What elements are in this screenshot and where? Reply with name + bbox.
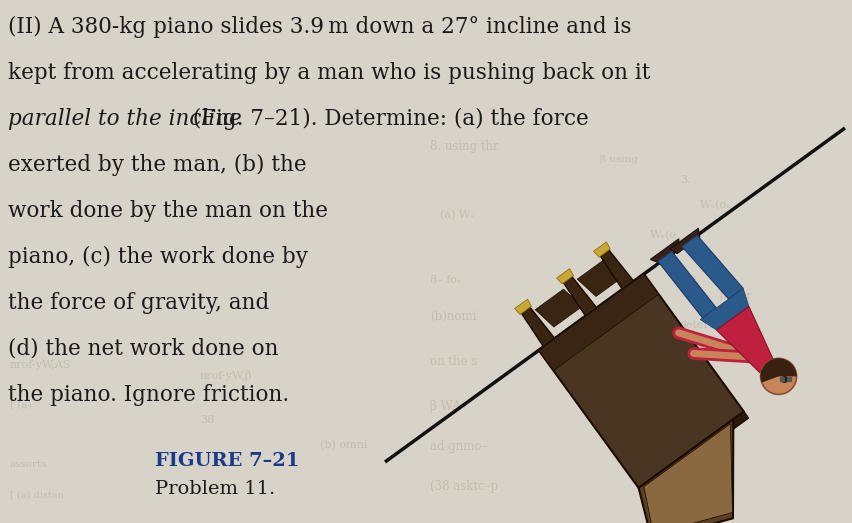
Wedge shape (761, 358, 797, 377)
Text: the piano. Ignore friction.: the piano. Ignore friction. (8, 384, 289, 406)
Text: [ (a) distan: [ (a) distan (10, 490, 64, 499)
Text: on the s: on the s (430, 355, 477, 368)
Text: 3.: 3. (680, 175, 691, 185)
Text: (a) Wₓ: (a) Wₓ (440, 210, 475, 220)
Text: 8– foₓ: 8– foₓ (430, 275, 462, 285)
Text: (II) A 380-kg piano slides 3.9 m down a 27° incline and is: (II) A 380-kg piano slides 3.9 m down a … (8, 16, 631, 38)
Text: work done by the man on the: work done by the man on the (8, 200, 328, 222)
Text: –v–: –v– (640, 455, 658, 465)
Polygon shape (700, 288, 749, 330)
Text: nrof-yW,β: nrof-yW,β (200, 370, 252, 381)
Text: β using: β using (600, 155, 638, 164)
Polygon shape (594, 242, 610, 257)
Polygon shape (519, 303, 555, 347)
Text: Wₓ(o: Wₓ(o (650, 230, 677, 240)
Text: (d) the net work done on: (d) the net work done on (8, 338, 279, 360)
Text: deterr: deterr (680, 320, 715, 330)
Text: β WA–: β WA– (430, 400, 467, 413)
Text: vortor: vortor (620, 400, 654, 410)
Polygon shape (682, 235, 743, 299)
Text: Wₓ(oₓ: Wₓ(oₓ (700, 200, 732, 210)
Polygon shape (556, 269, 573, 284)
Text: the force of gravity, and: the force of gravity, and (8, 292, 269, 314)
Polygon shape (650, 239, 679, 263)
Text: exerted by the man, (b) the: exerted by the man, (b) the (8, 154, 307, 176)
Text: [ (a): [ (a) (10, 400, 32, 409)
Text: (Fig. 7–21). Determine: (a) the force: (Fig. 7–21). Determine: (a) the force (186, 108, 589, 130)
Text: 38: 38 (200, 415, 214, 425)
Text: nrof-yW,AS: nrof-yW,AS (10, 360, 72, 370)
Text: (b)nomi: (b)nomi (430, 310, 476, 323)
Text: the a: the a (600, 355, 629, 365)
Polygon shape (538, 274, 659, 371)
Text: kept from accelerating by a man who is pushing back on it: kept from accelerating by a man who is p… (8, 62, 650, 84)
Text: 8. using thr: 8. using thr (430, 140, 498, 153)
Text: (II): (II) (680, 275, 696, 284)
Polygon shape (717, 306, 774, 373)
Polygon shape (639, 419, 734, 523)
Text: Problem 11.: Problem 11. (155, 480, 275, 498)
Text: (38 asktc–p: (38 asktc–p (430, 480, 498, 493)
Text: asserts: asserts (10, 460, 48, 469)
Polygon shape (515, 299, 532, 314)
Text: parallel to the incline: parallel to the incline (8, 108, 242, 130)
Polygon shape (670, 229, 699, 254)
Text: β terr: β terr (720, 290, 751, 301)
Wedge shape (761, 370, 779, 382)
Text: ad gnmo–: ad gnmo– (430, 440, 487, 453)
Polygon shape (658, 252, 719, 322)
Text: (b) omni: (b) omni (320, 440, 367, 450)
Text: dli: dli (600, 310, 614, 320)
Polygon shape (639, 412, 749, 494)
Polygon shape (644, 424, 733, 523)
Circle shape (761, 358, 797, 394)
Polygon shape (561, 273, 597, 316)
Polygon shape (597, 246, 634, 290)
Text: piano, (c) the work done by: piano, (c) the work done by (8, 246, 308, 268)
Text: FIGURE 7–21: FIGURE 7–21 (155, 452, 300, 470)
Polygon shape (538, 274, 744, 488)
Polygon shape (578, 258, 625, 297)
Polygon shape (535, 289, 582, 327)
